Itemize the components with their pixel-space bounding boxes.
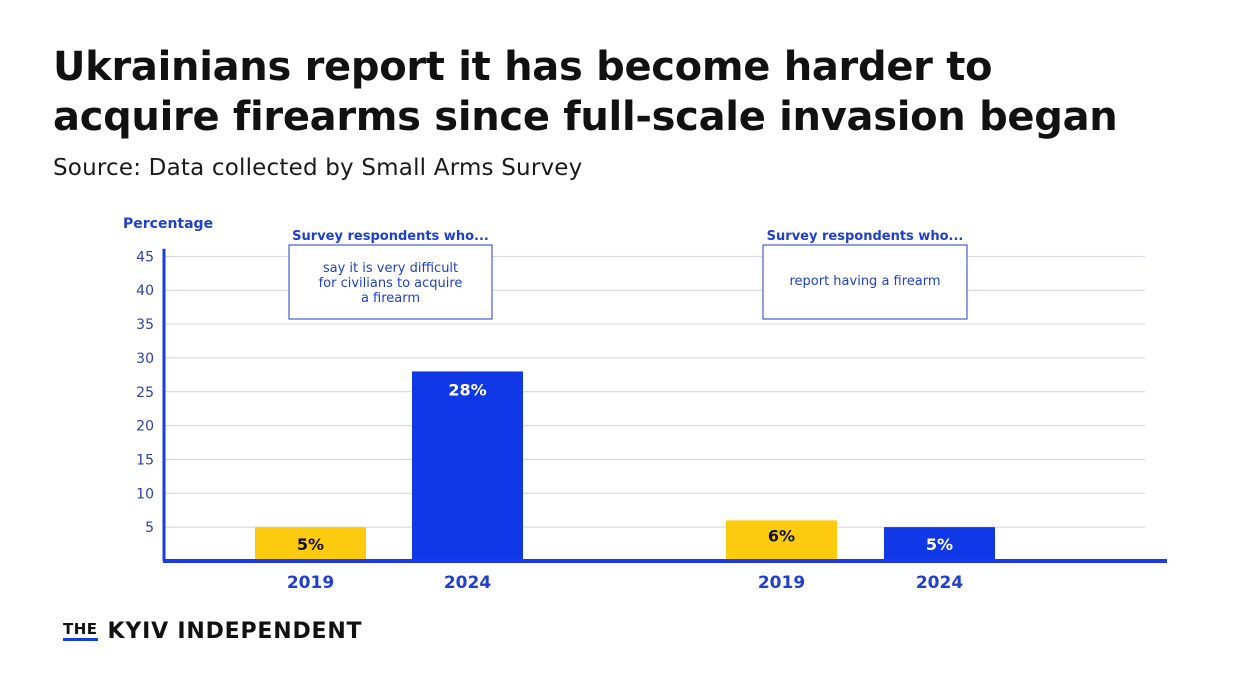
x-tick-label-1-2019: 2019	[287, 573, 334, 593]
x-tick-label-2-2024: 2024	[916, 573, 963, 593]
y-tick-label-35: 35	[136, 317, 154, 333]
y-tick-label-10: 10	[136, 486, 154, 502]
group-description-1-line-3: a firearm	[361, 291, 420, 306]
bar-value-label-2-2024: 5%	[926, 535, 953, 554]
chart-title: Ukrainians report it has become harder t…	[53, 42, 1213, 142]
group-header-1: Survey respondents who...	[292, 229, 489, 244]
y-tick-label-40: 40	[136, 283, 154, 299]
title-line-1: Ukrainians report it has become harder t…	[53, 44, 993, 90]
bar-group-2-2024	[884, 527, 995, 561]
group-header-2: Survey respondents who...	[767, 229, 964, 244]
group-description-box-1	[288, 244, 493, 320]
y-tick-label-45: 45	[136, 249, 154, 265]
publisher-logo: THE KYIV INDEPENDENT	[63, 618, 362, 644]
y-tick-label-25: 25	[136, 385, 154, 401]
y-tick-label-5: 5	[145, 520, 154, 536]
y-tick-label-20: 20	[136, 419, 154, 435]
bar-group-1-2019	[255, 527, 366, 561]
logo-the: THE	[63, 621, 98, 641]
y-axis-label: Percentage	[123, 216, 213, 232]
logo-name: KYIV INDEPENDENT	[107, 618, 363, 644]
x-tick-label-2-2019: 2019	[758, 573, 805, 593]
bar-group-2-2019	[726, 520, 837, 561]
x-tick-label-1-2024: 2024	[444, 573, 491, 593]
group-description-1-line-1: say it is very difficult	[323, 261, 458, 276]
group-description-2-line-1: report having a firearm	[789, 274, 940, 289]
chart-source: Source: Data collected by Small Arms Sur…	[53, 155, 583, 181]
y-tick-label-30: 30	[136, 351, 154, 367]
title-line-2: acquire firearms since full-scale invasi…	[53, 94, 1118, 140]
bar-value-label-1-2024: 28%	[448, 380, 486, 399]
bar-group-1-2024	[412, 371, 523, 561]
group-description-box-2	[762, 244, 968, 320]
y-tick-label-15: 15	[136, 452, 154, 468]
bar-value-label-2-2019: 6%	[768, 526, 795, 545]
bar-value-label-1-2019: 5%	[297, 535, 324, 554]
group-description-1-line-2: for civilians to acquire	[319, 276, 463, 291]
